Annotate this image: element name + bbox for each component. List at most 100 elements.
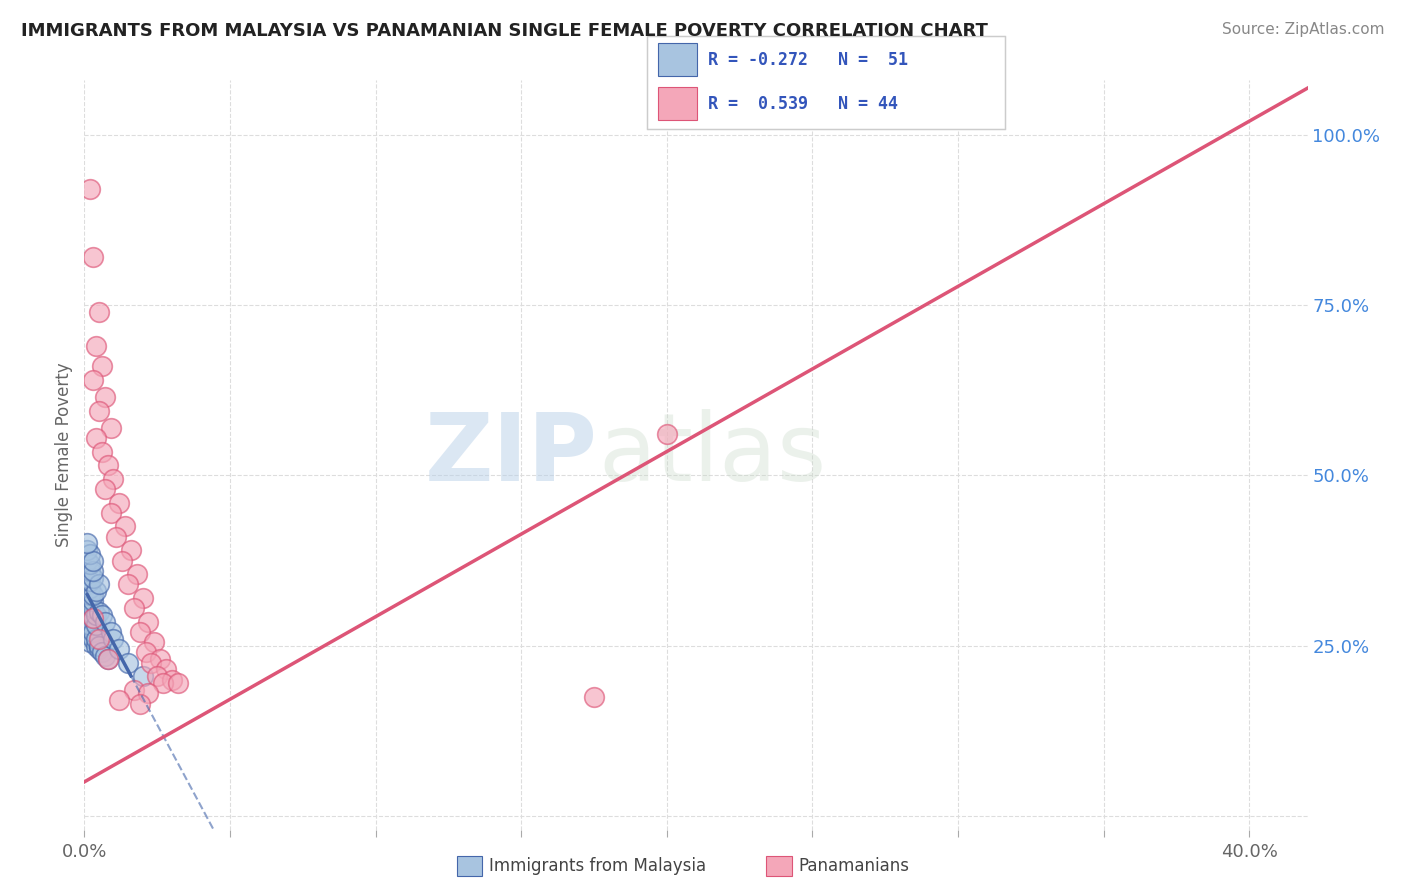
Point	[79, 564, 101, 578]
Point	[79, 182, 101, 196]
Point	[82, 373, 104, 387]
Point	[76, 543, 98, 558]
Point	[655, 427, 678, 442]
Point	[82, 251, 104, 265]
Point	[82, 611, 104, 625]
Point	[82, 553, 104, 567]
Text: atlas: atlas	[598, 409, 827, 501]
Point	[108, 495, 131, 509]
Point	[76, 570, 98, 584]
Point	[79, 588, 101, 602]
Bar	[658, 43, 697, 76]
Y-axis label: Single Female Poverty: Single Female Poverty	[55, 363, 73, 547]
Point	[82, 622, 104, 636]
Point	[90, 607, 112, 622]
Point	[117, 656, 139, 670]
Point	[79, 618, 101, 632]
Point	[76, 536, 98, 550]
Point	[76, 553, 98, 567]
Point	[143, 635, 166, 649]
Point	[105, 530, 128, 544]
Point	[152, 676, 174, 690]
Point	[131, 591, 153, 605]
Point	[131, 669, 153, 683]
Point	[135, 645, 157, 659]
Point	[87, 642, 110, 657]
Point	[84, 339, 107, 353]
Point	[87, 577, 110, 591]
Point	[146, 669, 169, 683]
Point	[82, 570, 104, 584]
Point	[97, 652, 120, 666]
Point	[82, 611, 104, 625]
Point	[583, 690, 606, 704]
Point	[122, 682, 145, 697]
Point	[108, 642, 131, 657]
Point	[100, 506, 122, 520]
Point	[79, 605, 101, 619]
Point	[100, 420, 122, 434]
Point	[138, 615, 160, 629]
Point	[82, 601, 104, 615]
Text: Immigrants from Malaysia: Immigrants from Malaysia	[489, 857, 706, 875]
Point	[111, 553, 134, 567]
Text: R =  0.539   N = 44: R = 0.539 N = 44	[707, 95, 897, 112]
Text: R = -0.272   N =  51: R = -0.272 N = 51	[707, 51, 908, 69]
Point	[100, 625, 122, 640]
Point	[84, 607, 107, 622]
Point	[76, 584, 98, 599]
Bar	[658, 87, 697, 120]
Point	[138, 686, 160, 700]
Point	[76, 591, 98, 605]
Point	[120, 543, 142, 558]
Point	[79, 635, 101, 649]
Text: ZIP: ZIP	[425, 409, 598, 501]
Point	[84, 618, 107, 632]
Point	[103, 472, 125, 486]
Point	[93, 390, 115, 404]
Point	[79, 574, 101, 588]
Point	[87, 632, 110, 646]
Point	[166, 676, 188, 690]
Text: Source: ZipAtlas.com: Source: ZipAtlas.com	[1222, 22, 1385, 37]
Point	[76, 615, 98, 629]
Point	[82, 588, 104, 602]
Point	[79, 557, 101, 571]
Text: IMMIGRANTS FROM MALAYSIA VS PANAMANIAN SINGLE FEMALE POVERTY CORRELATION CHART: IMMIGRANTS FROM MALAYSIA VS PANAMANIAN S…	[21, 22, 988, 40]
Point	[149, 652, 172, 666]
Point	[93, 482, 115, 496]
Point	[155, 663, 177, 677]
Point	[114, 519, 136, 533]
Point	[90, 645, 112, 659]
Point	[117, 577, 139, 591]
Point	[122, 601, 145, 615]
Point	[76, 625, 98, 640]
Point	[87, 305, 110, 319]
Point	[87, 639, 110, 653]
Point	[84, 431, 107, 445]
Point	[82, 625, 104, 640]
Point	[93, 615, 115, 629]
Point	[90, 444, 112, 458]
Point	[160, 673, 183, 687]
Point	[97, 652, 120, 666]
Point	[82, 564, 104, 578]
Point	[90, 359, 112, 374]
Point	[82, 594, 104, 608]
Point	[84, 584, 107, 599]
Point	[84, 639, 107, 653]
Point	[108, 693, 131, 707]
Point	[79, 547, 101, 561]
Point	[79, 628, 101, 642]
Point	[93, 648, 115, 663]
Point	[103, 632, 125, 646]
Point	[128, 625, 150, 640]
Text: Panamanians: Panamanians	[799, 857, 910, 875]
Point	[125, 567, 148, 582]
Point	[87, 605, 110, 619]
Point	[82, 632, 104, 646]
Point	[97, 458, 120, 472]
Point	[84, 632, 107, 646]
Point	[128, 697, 150, 711]
Point	[141, 656, 163, 670]
